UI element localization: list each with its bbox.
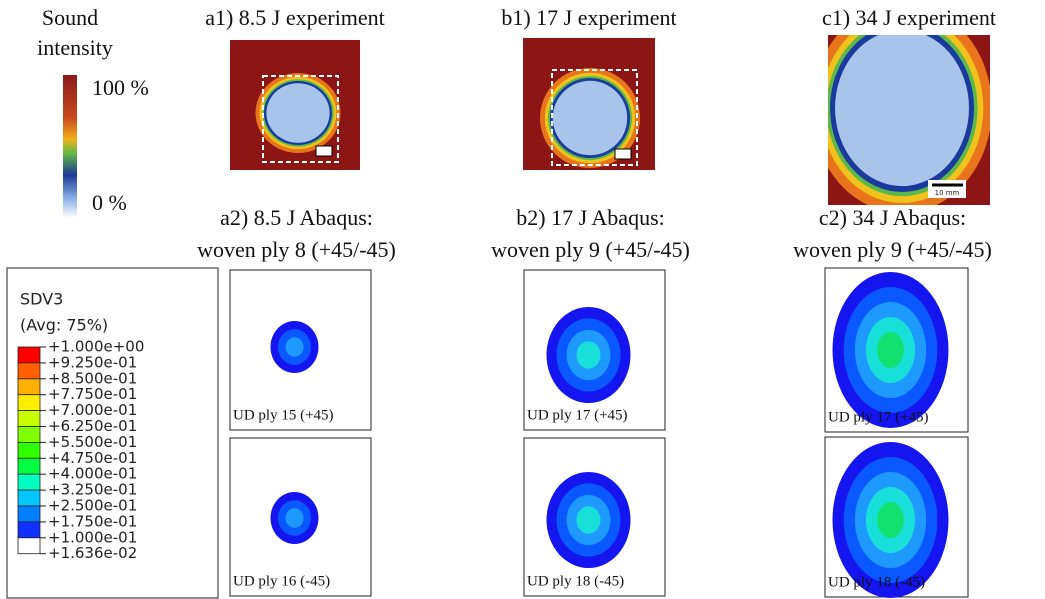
legend-label: +2.500e-01 <box>48 497 137 515</box>
legend-label: +4.750e-01 <box>48 449 137 467</box>
colorbar: Sound intensity 100 % 0 % <box>37 5 149 218</box>
panel-title: b1) 17 J experiment <box>501 5 676 30</box>
inspection-box <box>551 69 638 166</box>
legend-subtitle: (Avg: 75%) <box>20 316 108 335</box>
simulation-panel: b2) 17 J Abaqus: woven ply 9 (+45/-45) UD … <box>491 205 690 597</box>
scale-bar <box>315 145 333 157</box>
colorbar-min: 0 % <box>92 190 127 215</box>
legend-swatch <box>17 426 41 443</box>
legend-swatch <box>17 346 41 364</box>
damage-area <box>828 35 990 205</box>
legend-swatch <box>17 362 41 380</box>
legend-label: +1.000e+00 <box>48 338 144 356</box>
experiment-panel: b1) 17 J experiment <box>501 5 677 170</box>
ply-label: UD ply 18 (-45) <box>527 573 624 589</box>
experiment-panel: a1) 8.5 J experiment <box>205 5 385 170</box>
legend-swatch <box>17 473 41 491</box>
damage-contour <box>877 332 904 368</box>
ply-label: UD ply 18 (-45) <box>828 574 925 590</box>
legend-title: SDV3 <box>20 290 63 309</box>
legend-label: +8.500e-01 <box>48 369 137 387</box>
damage-contour <box>576 341 601 369</box>
legend-swatch <box>17 505 41 523</box>
colorbar-title: Sound <box>42 5 98 30</box>
colorbar-gradient <box>63 75 77 218</box>
legend-label: +7.000e-01 <box>48 401 137 419</box>
legend: SDV3 (Avg: 75%) +1.000e+00+9.250e-01+8.5… <box>6 267 219 599</box>
panel-title: b2) 17 J Abaqus: <box>516 205 665 230</box>
legend-swatch <box>17 394 41 412</box>
panel-title: woven ply 9 (+45/-45) <box>491 237 690 262</box>
damage-contour <box>576 506 601 534</box>
ply-label: UD ply 16 (-45) <box>233 573 330 589</box>
simulation-panel: a2) 8.5 J Abaqus: woven ply 8 (+45/-45) UD… <box>197 205 396 597</box>
colorbar-max: 100 % <box>92 75 149 100</box>
legend-swatch <box>17 489 41 507</box>
legend-swatch <box>17 441 41 459</box>
legend-label: +6.250e-01 <box>48 417 137 435</box>
panel-title: woven ply 9 (+45/-45) <box>793 237 992 262</box>
legend-label: +4.000e-01 <box>48 465 137 483</box>
legend-label: +5.500e-01 <box>48 433 137 451</box>
damage-ring <box>835 35 969 187</box>
legend-swatch <box>17 457 41 475</box>
scale-bar <box>614 148 632 160</box>
legend-label: +3.250e-01 <box>48 481 137 499</box>
panel-title: a1) 8.5 J experiment <box>205 5 385 30</box>
damage-ring <box>552 80 628 156</box>
damage-contour <box>285 337 304 357</box>
simulation-panel: c2) 34 J Abaqus: woven ply 9 (+45/-45) UD … <box>793 205 992 598</box>
legend-swatch <box>17 378 41 396</box>
legend-swatch <box>17 410 41 427</box>
damage-contour <box>877 502 904 538</box>
scale-label: 10 mm <box>935 189 960 197</box>
panel-title: c1) 34 J experiment <box>822 5 996 30</box>
legend-swatch <box>17 521 41 539</box>
legend-label: +9.250e-01 <box>48 353 137 371</box>
damage-area <box>255 73 341 153</box>
legend-box <box>6 267 219 599</box>
legend-label: +1.000e-01 <box>48 528 137 546</box>
legend-label: +7.750e-01 <box>48 385 137 403</box>
damage-ring <box>266 83 330 143</box>
legend-label: +1.636e-02 <box>48 544 137 562</box>
colorbar-title: intensity <box>37 35 113 60</box>
panel-title: woven ply 8 (+45/-45) <box>197 237 396 262</box>
legend-label: +1.750e-01 <box>48 512 137 530</box>
ply-label: UD ply 17 (+45) <box>527 407 628 423</box>
experiment-panel: c1) 34 J experiment 10 mm <box>822 5 996 205</box>
damage-contour <box>285 508 304 528</box>
ply-label: UD ply 17 (+45) <box>828 409 929 425</box>
panel-title: a2) 8.5 J Abaqus: <box>220 205 373 230</box>
panel-title: c2) 34 J Abaqus: <box>819 205 966 230</box>
legend-swatch <box>17 537 41 555</box>
damage-area <box>540 68 640 168</box>
ply-label: UD ply 15 (+45) <box>233 407 334 423</box>
